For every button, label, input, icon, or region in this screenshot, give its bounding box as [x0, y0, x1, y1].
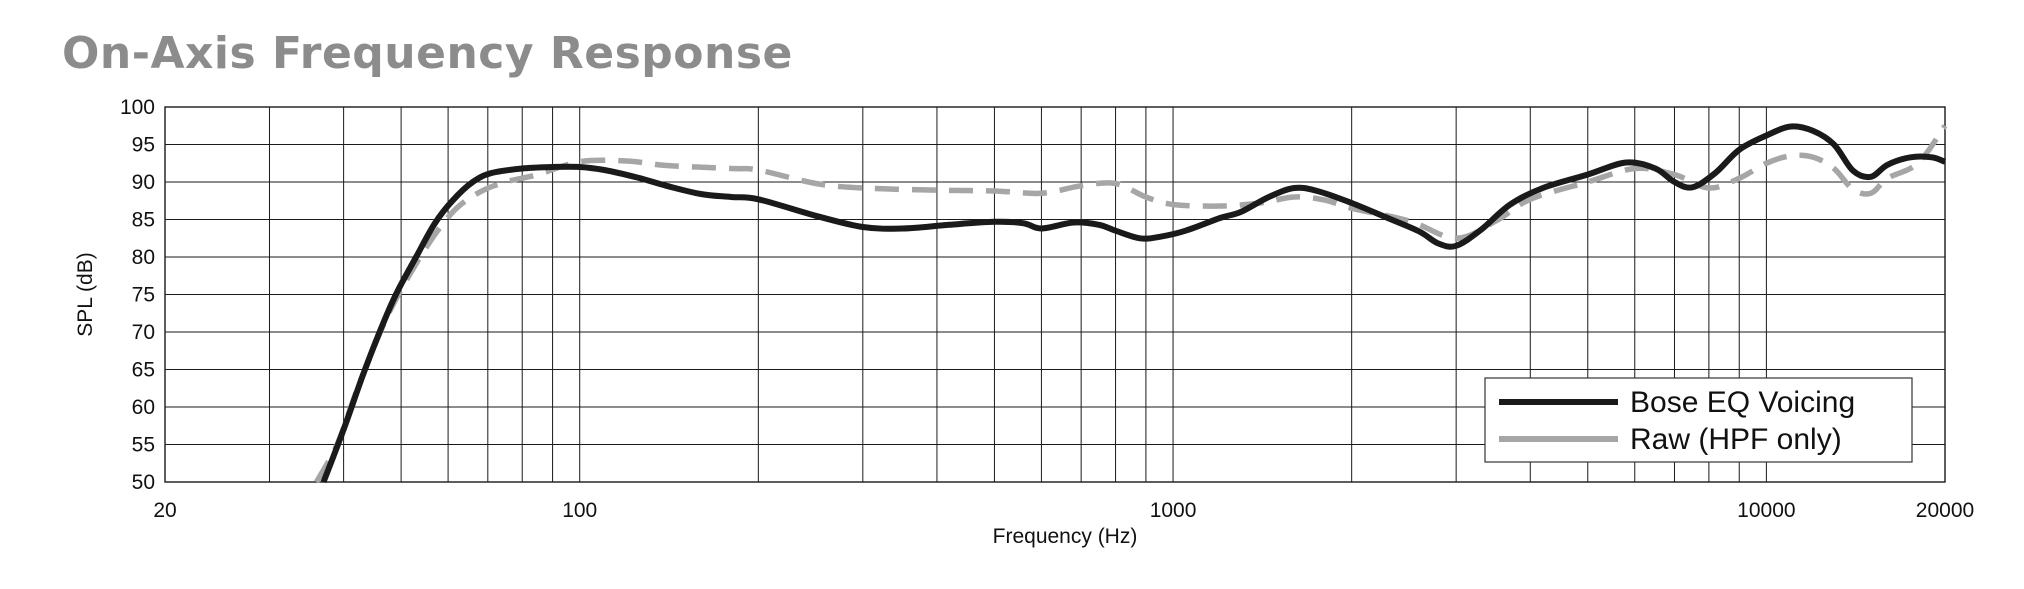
legend-label-bose-eq: Bose EQ Voicing — [1630, 386, 1855, 419]
legend: Bose EQ Voicing Raw (HPF only) — [1484, 377, 1913, 463]
x-tick-label: 20 — [153, 499, 176, 522]
y-tick-label: 60 — [132, 396, 155, 419]
legend-box — [1484, 377, 1913, 463]
y-tick-label: 100 — [120, 96, 155, 119]
y-tick-label: 70 — [132, 321, 155, 344]
y-tick-label: 50 — [132, 471, 155, 494]
legend-label-raw: Raw (HPF only) — [1630, 423, 1842, 456]
x-axis-label: Frequency (Hz) — [993, 525, 1138, 548]
y-tick-label: 75 — [132, 284, 155, 307]
y-tick-label: 55 — [132, 434, 155, 457]
x-tick-label: 10000 — [1737, 499, 1795, 522]
plot-frame — [164, 106, 1946, 483]
y-tick-label: 85 — [132, 209, 155, 232]
y-tick-label: 65 — [132, 359, 155, 382]
series-line-raw — [314, 124, 1948, 484]
y-tick-labels: 50 55 60 65 70 75 80 85 90 95 100 — [120, 96, 155, 494]
y-tick-label: 95 — [132, 134, 155, 157]
y-tick-label: 80 — [132, 246, 155, 269]
y-axis-label: SPL (dB) — [74, 252, 97, 336]
series-lines — [314, 123, 1948, 484]
y-tick-label: 90 — [132, 171, 155, 194]
series-line-bose-eq — [320, 123, 1947, 484]
x-tick-label: 100 — [562, 499, 597, 522]
x-tick-labels: 20 100 1000 10000 20000 — [153, 499, 1974, 522]
x-tick-label: 1000 — [1150, 499, 1197, 522]
x-tick-label: 20000 — [1916, 499, 1974, 522]
chart-title: On-Axis Frequency Response — [62, 28, 793, 79]
